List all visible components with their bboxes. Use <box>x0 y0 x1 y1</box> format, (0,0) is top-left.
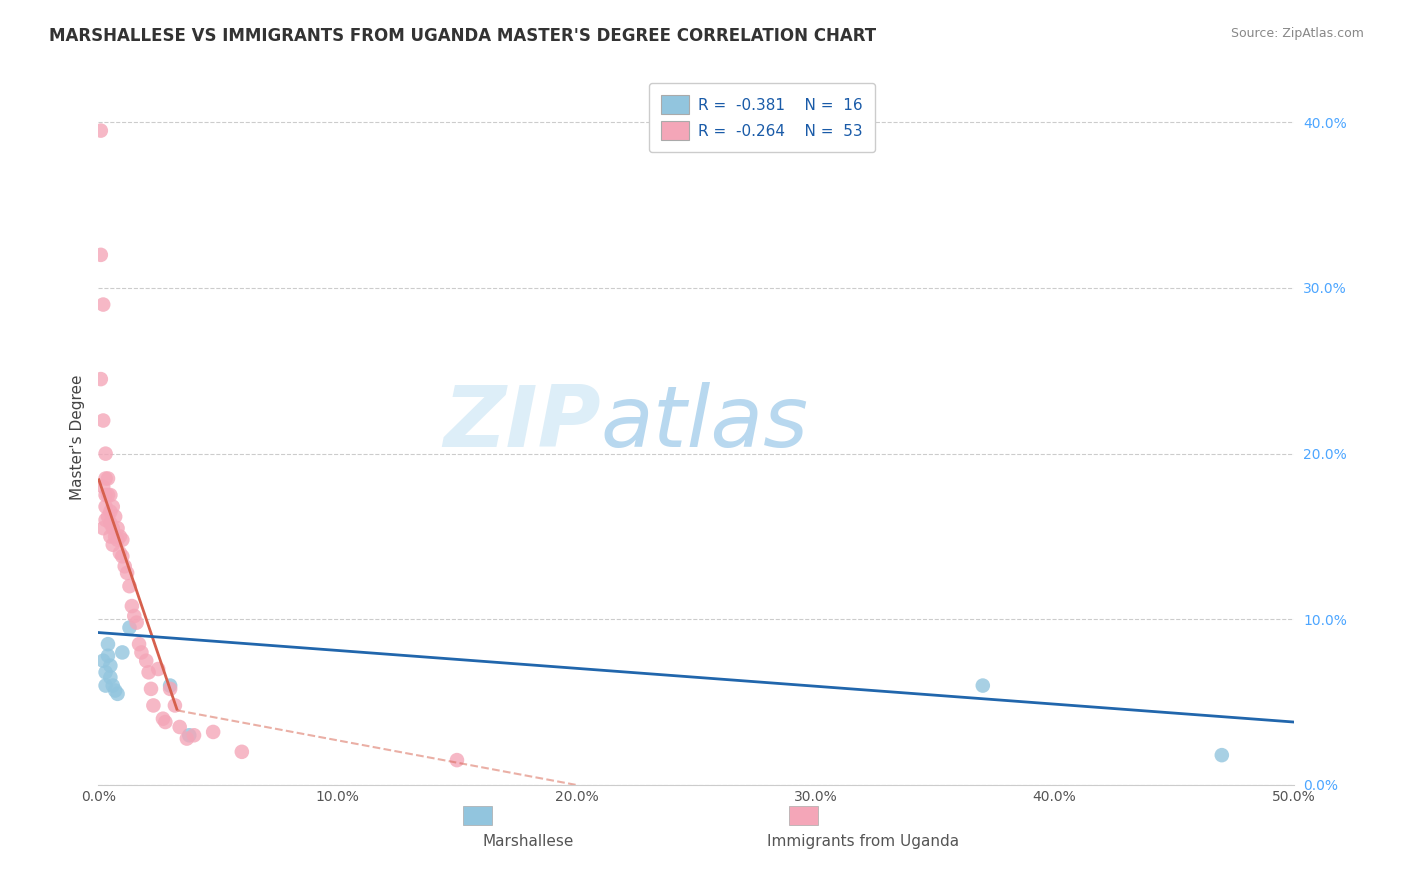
Point <box>124 609 146 624</box>
Point <box>101 500 124 514</box>
Point <box>179 728 201 742</box>
Point <box>152 712 174 726</box>
Point <box>108 546 131 560</box>
Point <box>104 509 127 524</box>
Point <box>202 725 225 739</box>
Point <box>101 679 124 693</box>
Text: Immigrants from Uganda: Immigrants from Uganda <box>768 834 959 848</box>
Point <box>98 505 122 519</box>
Text: ZIP: ZIP <box>443 382 600 465</box>
Point <box>98 516 122 531</box>
Point <box>159 681 181 696</box>
Point <box>114 559 136 574</box>
Point <box>128 637 150 651</box>
Point <box>107 521 129 535</box>
Point <box>98 658 122 673</box>
Point <box>155 714 177 729</box>
Point <box>94 500 117 514</box>
Point <box>94 488 117 502</box>
Point <box>1211 748 1233 763</box>
Point <box>169 720 191 734</box>
Point <box>104 683 127 698</box>
Text: atlas: atlas <box>600 382 808 465</box>
Point <box>91 297 114 311</box>
Point <box>163 698 186 713</box>
Point <box>446 753 468 767</box>
Point <box>111 549 134 564</box>
Point <box>115 566 138 580</box>
Point <box>97 488 120 502</box>
Point <box>94 471 117 485</box>
FancyBboxPatch shape <box>463 805 492 825</box>
Point <box>135 654 157 668</box>
Text: Source: ZipAtlas.com: Source: ZipAtlas.com <box>1230 27 1364 40</box>
Point <box>125 615 148 630</box>
Point <box>138 665 160 680</box>
Point <box>111 533 134 547</box>
Point <box>139 681 162 696</box>
Point <box>111 645 134 659</box>
Point <box>101 538 124 552</box>
Y-axis label: Master's Degree: Master's Degree <box>69 375 84 500</box>
Point <box>148 662 170 676</box>
Point <box>90 248 112 262</box>
Point <box>94 679 117 693</box>
Point <box>98 488 122 502</box>
Point <box>176 731 198 746</box>
Point <box>94 513 117 527</box>
Point <box>131 645 153 659</box>
Point <box>101 521 124 535</box>
Point <box>972 679 994 693</box>
Point <box>91 654 114 668</box>
Point <box>98 670 122 684</box>
Point <box>118 621 141 635</box>
Text: MARSHALLESE VS IMMIGRANTS FROM UGANDA MASTER'S DEGREE CORRELATION CHART: MARSHALLESE VS IMMIGRANTS FROM UGANDA MA… <box>49 27 876 45</box>
Point <box>104 529 127 543</box>
Point <box>183 728 205 742</box>
Point <box>107 687 129 701</box>
Point <box>94 447 117 461</box>
Point <box>94 665 117 680</box>
Point <box>97 648 120 663</box>
Point <box>91 480 114 494</box>
Point <box>90 372 112 386</box>
Point <box>118 579 141 593</box>
Point <box>231 745 253 759</box>
FancyBboxPatch shape <box>789 805 818 825</box>
Point <box>91 521 114 535</box>
Point <box>98 529 122 543</box>
Point <box>90 123 112 137</box>
Point <box>108 529 131 543</box>
Point <box>97 509 120 524</box>
Point <box>97 471 120 485</box>
Legend: R =  -0.381    N =  16, R =  -0.264    N =  53: R = -0.381 N = 16, R = -0.264 N = 53 <box>648 83 875 153</box>
Point <box>97 637 120 651</box>
Text: Marshallese: Marshallese <box>484 834 574 848</box>
Point <box>121 599 143 613</box>
Point <box>107 533 129 547</box>
Point <box>159 679 181 693</box>
Point <box>91 413 114 427</box>
Point <box>142 698 165 713</box>
